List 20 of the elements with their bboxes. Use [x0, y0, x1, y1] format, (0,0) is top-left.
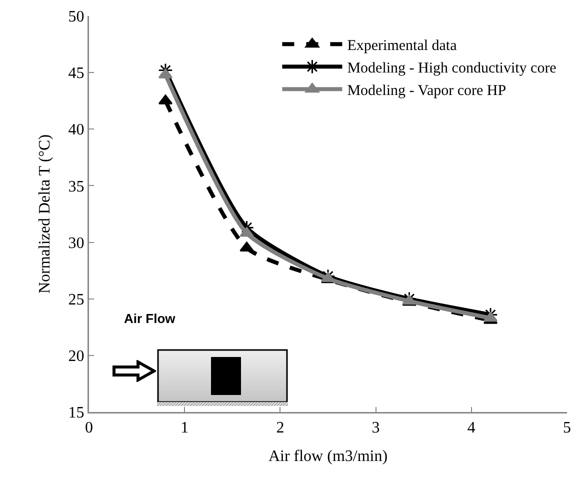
y-tick-label: 30	[68, 234, 84, 252]
x-tick-label: 4	[467, 420, 476, 437]
y-tick-label: 35	[68, 178, 84, 196]
x-tick-label: 5	[563, 420, 571, 437]
x-tick-label: 2	[276, 420, 284, 437]
legend-label: Experimental data	[347, 38, 458, 54]
y-tick-label: 15	[68, 404, 84, 422]
x-tick-label: 1	[180, 420, 189, 437]
y-tick-label: 45	[68, 65, 84, 82]
y-tick-label: 20	[68, 348, 84, 366]
legend-label: Modeling - High conductivity core	[347, 60, 557, 76]
x-tick-label: 3	[372, 420, 380, 437]
y-tick-label: 40	[68, 122, 84, 139]
y-tick-label: 25	[68, 291, 84, 308]
x-tick-label: 0	[85, 420, 93, 437]
y-tick-label: 50	[68, 8, 84, 26]
x-axis-title: Air flow (m3/min)	[268, 448, 388, 466]
y-axis-title: Normalized Delta T (°C)	[36, 134, 54, 294]
annotation: Air Flow	[124, 311, 176, 326]
legend-label: Modeling - Vapor core HP	[347, 82, 506, 99]
